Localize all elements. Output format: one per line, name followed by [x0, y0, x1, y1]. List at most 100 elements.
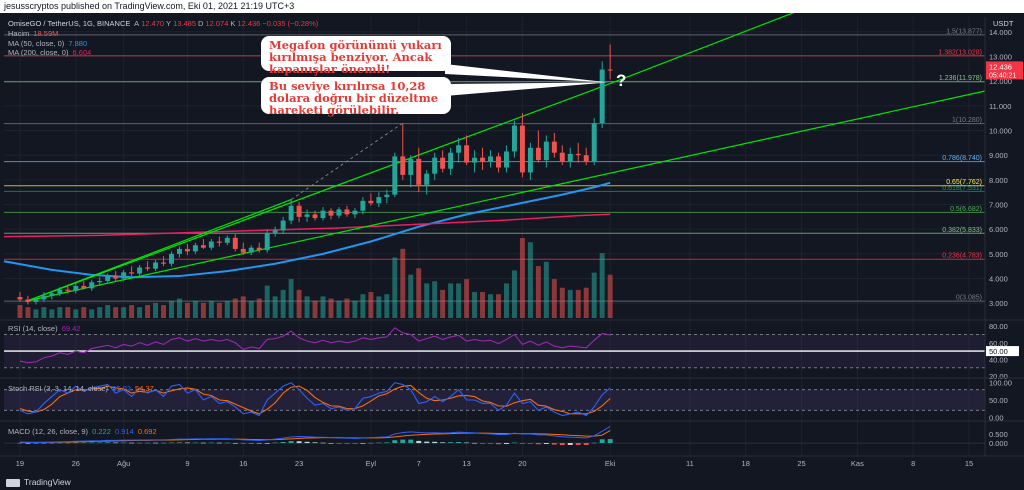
macd-histogram-bar	[49, 442, 55, 444]
volume-bar	[567, 289, 573, 318]
macd-legend: MACD (12, 26, close, 9) 0.222 0.914 0.69…	[8, 427, 159, 436]
time-tick-label: 19	[16, 459, 24, 468]
fib-level-label: 1.5(13.877)	[946, 28, 982, 35]
macd-histogram-bar	[488, 443, 493, 444]
time-tick-label: 26	[72, 459, 80, 468]
ohlc-value: K	[230, 19, 236, 28]
volume-bars	[17, 238, 613, 318]
ma50-value: 7.880	[68, 39, 88, 48]
macd-histogram-bar	[328, 443, 334, 444]
tradingview-logo-icon	[6, 478, 20, 487]
volume-bar	[376, 296, 382, 318]
time-tick-label: 13	[462, 459, 470, 468]
candle-body	[25, 299, 31, 302]
candle-body	[488, 156, 493, 162]
candle-body	[161, 262, 166, 264]
volume-bar	[25, 307, 31, 318]
candle-body	[519, 125, 525, 173]
stoch-k-value: 85.02	[112, 384, 131, 393]
candle-body	[480, 157, 486, 162]
candle-body	[607, 69, 613, 71]
macd-histogram-bar	[304, 441, 310, 444]
price-tick-label: 3.000	[989, 299, 1008, 308]
volume-label: Hacim	[8, 29, 30, 38]
volume-bar	[344, 298, 350, 318]
macd-histogram-bar	[408, 439, 414, 444]
macd-histogram-bar	[33, 443, 39, 444]
macd-signal-value: 0.692	[137, 427, 157, 436]
volume-bar	[176, 298, 182, 318]
macd-histogram-bar	[192, 442, 198, 444]
macd-histogram-bar	[145, 442, 151, 444]
candle-body	[583, 155, 589, 162]
candle-body	[440, 157, 446, 169]
time-tick-label: 8	[911, 459, 915, 468]
macd-histogram-bar	[352, 443, 358, 444]
volume-bar	[169, 300, 174, 318]
candle-body	[384, 194, 390, 198]
candle-body	[208, 241, 214, 248]
macd-histogram-bar	[232, 443, 238, 444]
volume-bar	[559, 287, 565, 318]
candle-body	[392, 156, 398, 195]
volume-bar	[392, 257, 398, 318]
footer-bar: TradingView	[0, 474, 1024, 490]
macd-histogram-bar	[344, 443, 350, 444]
volume-bar	[304, 296, 310, 318]
macd-histogram-bar	[400, 439, 406, 444]
volume-bar	[145, 305, 151, 318]
macd-histogram-bar	[240, 443, 246, 444]
candle-body	[496, 156, 501, 168]
time-tick-label: 25	[797, 459, 805, 468]
countdown-label: 05:40:21	[989, 72, 1016, 79]
volume-bar	[384, 294, 390, 318]
macd-histogram-bar	[368, 442, 374, 444]
volume-bar	[607, 274, 613, 318]
candle-body	[567, 153, 573, 162]
question-mark: ?	[616, 71, 626, 90]
ohlc-value: Y	[166, 19, 172, 28]
candle-body	[352, 210, 358, 215]
volume-bar	[368, 292, 374, 318]
volume-bar	[583, 287, 589, 318]
volume-bar	[352, 300, 358, 318]
macd-histogram-bar	[464, 442, 470, 444]
macd-histogram-bar	[216, 442, 222, 444]
candle-body	[551, 141, 557, 153]
macd-histogram-bar	[551, 443, 557, 445]
price-tick-label: 4.000	[989, 275, 1008, 284]
volume-bar	[161, 305, 166, 318]
price-tick-label: 9.000	[989, 151, 1008, 160]
macd-histogram-bar	[607, 439, 613, 444]
volume-bar	[448, 283, 454, 318]
price-tick-label: 7.000	[989, 201, 1008, 210]
candle-body	[312, 214, 318, 219]
macd-histogram-bar	[527, 443, 533, 444]
macd-histogram-bar	[97, 442, 103, 444]
volume-bar	[256, 298, 262, 318]
candle-body	[41, 295, 47, 300]
volume-bar	[312, 300, 318, 318]
macd-histogram-bar	[272, 442, 278, 444]
stoch-tick-label: 50.00	[989, 396, 1008, 405]
time-tick-label: 11	[686, 459, 694, 468]
candle-body	[153, 262, 159, 269]
stoch-d-line	[19, 384, 611, 415]
macd-tick-label: 0.000	[989, 439, 1008, 448]
candle-body	[49, 293, 55, 296]
fib-level-label: 0.5(6.682)	[950, 206, 982, 213]
macd-histogram-bar	[392, 440, 398, 444]
volume-bar	[224, 300, 230, 318]
fibonacci-levels: 0(3.085) 0.236(4.783) 0.382(5.833) 0.5(6.68…	[4, 28, 985, 302]
candle-body	[105, 276, 111, 281]
ma50-line	[3, 181, 611, 279]
candle-body	[464, 145, 470, 163]
macd-histogram-bar	[360, 443, 366, 444]
volume-bar	[153, 302, 159, 318]
volume-bar	[599, 253, 605, 318]
publisher-bar: jesusscryptos published on TradingView.c…	[0, 0, 1024, 13]
trading-chart[interactable]: 0(3.085) 0.236(4.783) 0.382(5.833) 0.5(6.68…	[0, 13, 1024, 474]
candle-body	[527, 147, 533, 173]
macd-histogram-bar	[535, 443, 541, 445]
price-tick-label: 11.000	[989, 102, 1011, 111]
